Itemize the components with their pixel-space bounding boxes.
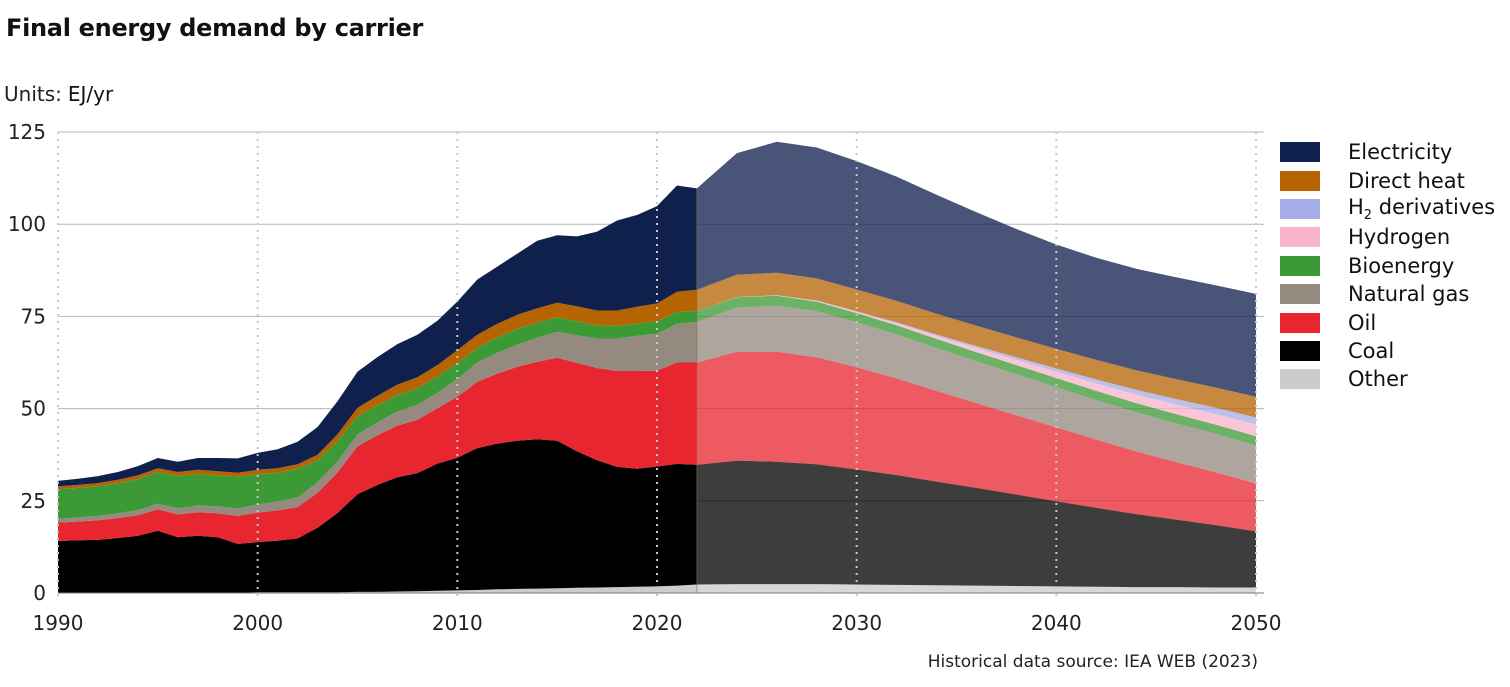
area-series	[58, 141, 1256, 593]
area-other-historical	[58, 584, 697, 593]
legend-swatch-coal	[1280, 340, 1320, 361]
legend-label-h2-derivatives: H2 derivatives	[1348, 194, 1496, 224]
x-tick-label-2010: 2010	[432, 611, 483, 635]
legend: Electricity Direct heat H2 derivatives H…	[1280, 138, 1495, 394]
units-prefix: Units:	[4, 82, 62, 106]
legend-item-oil[interactable]: Oil	[1280, 308, 1495, 336]
area-electricity-projection	[696, 141, 1256, 397]
legend-swatch-h2-derivatives	[1280, 198, 1320, 219]
x-tick-label-2030: 2030	[831, 611, 882, 635]
legend-label-direct-heat: Direct heat	[1348, 168, 1465, 193]
legend-item-coal[interactable]: Coal	[1280, 337, 1495, 365]
y-tick-label-125: 125	[8, 120, 46, 144]
y-tick-label-0: 0	[33, 581, 46, 605]
legend-item-other[interactable]: Other	[1280, 365, 1495, 393]
x-tick-label-2040: 2040	[1031, 611, 1082, 635]
legend-swatch-other	[1280, 369, 1320, 390]
area-bioenergy-historical	[58, 310, 697, 519]
legend-item-bioenergy[interactable]: Bioenergy	[1280, 252, 1495, 280]
legend-swatch-electricity	[1280, 142, 1320, 163]
legend-item-h2-derivatives[interactable]: H2 derivatives	[1280, 195, 1495, 223]
legend-item-hydrogen[interactable]: Hydrogen	[1280, 223, 1495, 251]
units-value: EJ/yr	[67, 82, 114, 106]
area-electricity-historical	[58, 185, 697, 487]
y-tick-label-100: 100	[8, 212, 46, 236]
area-coal-historical	[58, 439, 697, 593]
axes: 0 25 50 75 100 125 1990 2000 2010 2020 2030 2040 205…	[8, 120, 1282, 635]
decade-dotted-lines	[57, 132, 1257, 601]
x-tick-label-2000: 2000	[232, 611, 283, 635]
legend-swatch-bioenergy	[1280, 255, 1320, 276]
y-tick-label-50: 50	[21, 397, 46, 421]
area-oil-historical	[58, 357, 697, 544]
legend-swatch-direct-heat	[1280, 170, 1320, 191]
legend-swatch-natural-gas	[1280, 284, 1320, 305]
legend-item-direct-heat[interactable]: Direct heat	[1280, 166, 1495, 194]
chart-title: Final energy demand by carrier	[6, 14, 424, 42]
legend-label-electricity: Electricity	[1348, 140, 1453, 165]
legend-label-bioenergy: Bioenergy	[1348, 253, 1455, 278]
source-note: Historical data source: IEA WEB (2023)	[927, 652, 1258, 672]
legend-item-electricity[interactable]: Electricity	[1280, 138, 1495, 166]
area-direct-heat-historical	[58, 289, 697, 490]
x-tick-label-1990: 1990	[33, 611, 84, 635]
legend-label-hydrogen: Hydrogen	[1348, 225, 1451, 250]
legend-label-oil: Oil	[1348, 310, 1377, 335]
legend-swatch-hydrogen	[1280, 227, 1320, 248]
legend-swatch-oil	[1280, 312, 1320, 333]
legend-label-other: Other	[1348, 367, 1408, 392]
area-oil-projection	[696, 351, 1256, 532]
area-natural-gas-projection	[696, 305, 1256, 484]
area-coal-projection	[696, 460, 1256, 588]
area-other-projection	[696, 584, 1256, 593]
x-tick-label-2020: 2020	[632, 611, 683, 635]
area-natural-gas-historical	[58, 321, 697, 523]
legend-label-coal: Coal	[1348, 338, 1395, 363]
units-label: Units: EJ/yr	[4, 82, 113, 106]
legend-item-natural-gas[interactable]: Natural gas	[1280, 280, 1495, 308]
x-tick-label-2050: 2050	[1231, 611, 1282, 635]
legend-label-natural-gas: Natural gas	[1348, 282, 1470, 307]
y-tick-label-25: 25	[21, 489, 46, 513]
y-tick-label-75: 75	[21, 304, 46, 328]
area-direct-heat-projection	[696, 272, 1256, 418]
